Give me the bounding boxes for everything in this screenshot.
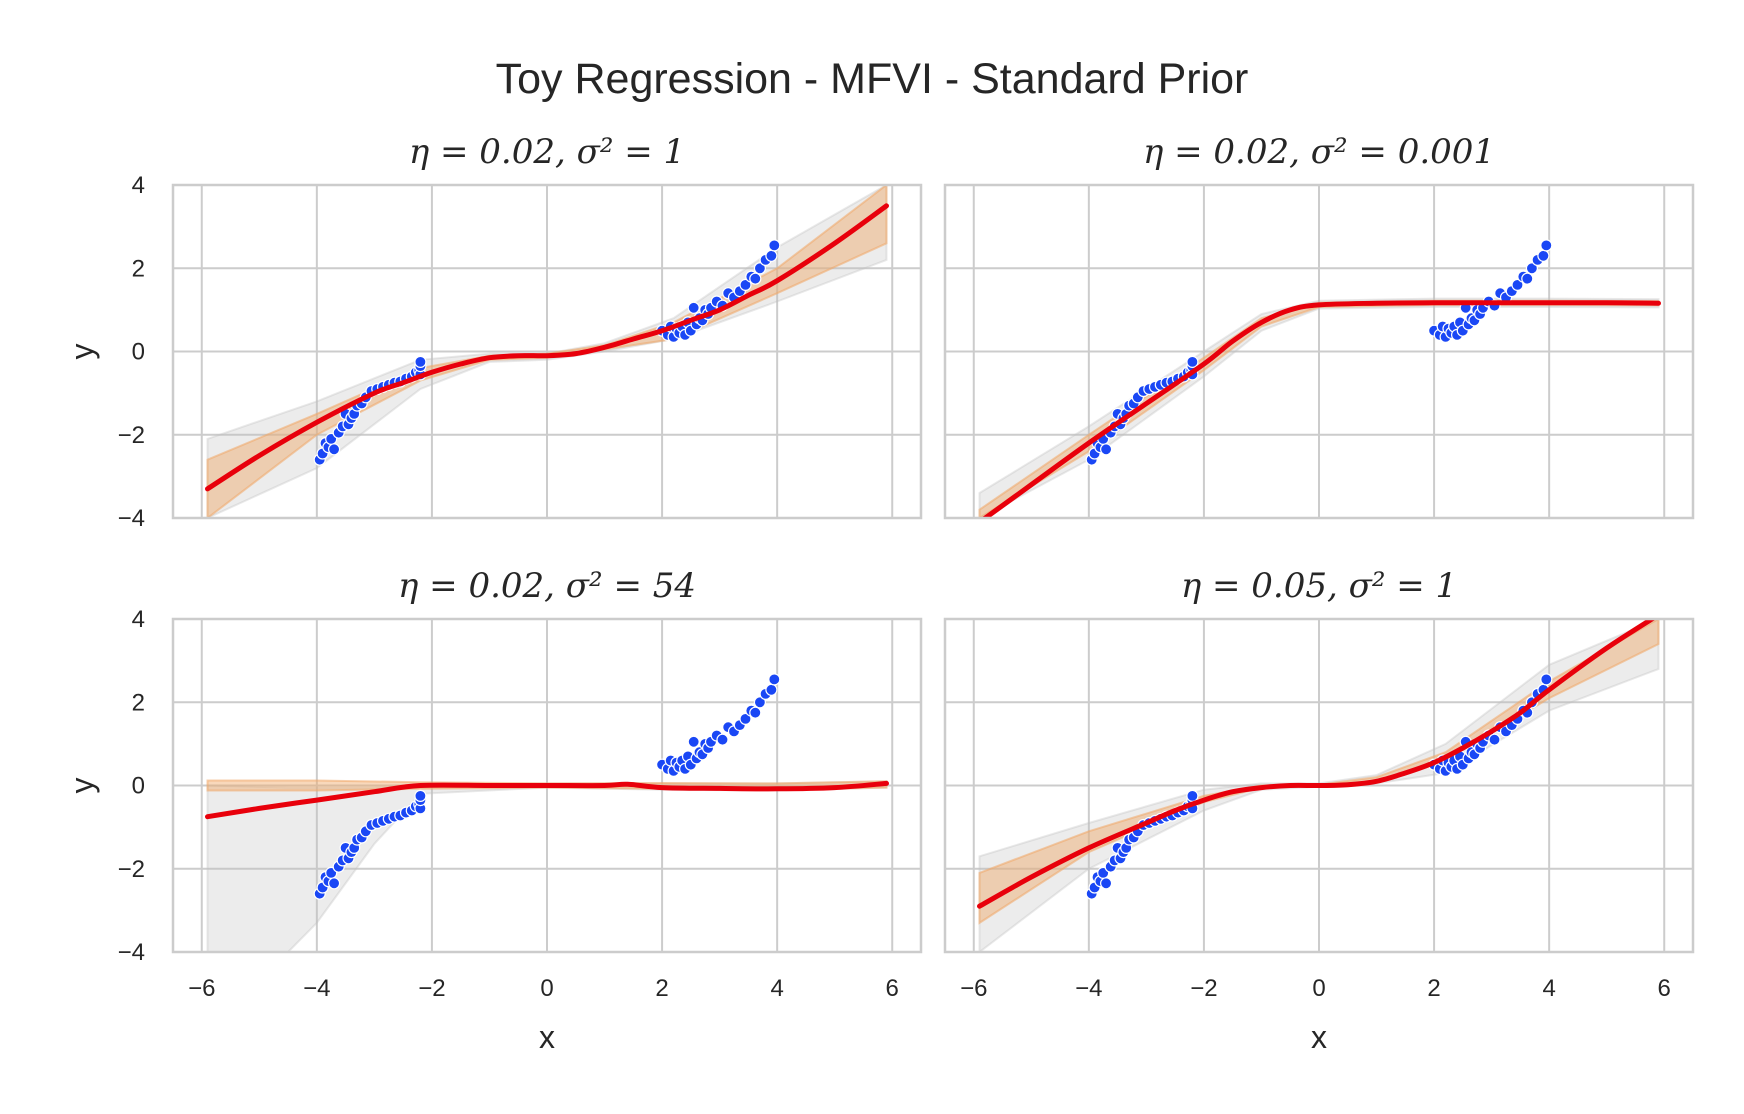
figure-title: Toy Regression - MFVI - Standard Prior xyxy=(496,55,1249,103)
x-tick-label: −4 xyxy=(1075,975,1102,1002)
data-point xyxy=(768,673,781,686)
data-point xyxy=(1099,443,1113,456)
x-tick-label: −2 xyxy=(418,975,445,1002)
data-point xyxy=(739,712,752,726)
plot-area xyxy=(205,673,889,952)
training-points xyxy=(1085,239,1553,466)
subplot-2: η = 0.02, σ² = 0.001 xyxy=(943,132,1695,520)
subplot-title: η = 0.02, σ² = 0.001 xyxy=(1143,132,1495,172)
data-point xyxy=(414,789,427,803)
data-point xyxy=(1521,272,1534,285)
data-point xyxy=(414,355,427,368)
data-point xyxy=(1186,789,1199,803)
subplot-title: η = 0.02, σ² = 54 xyxy=(398,566,696,606)
y-tick-label: 0 xyxy=(132,773,145,800)
training-points xyxy=(313,673,781,900)
subplot-3: η = 0.02, σ² = 54 −4 −2 0 2 4 −6 −4 −2 0 2 4 6 y x xyxy=(64,566,923,1055)
y-tick-label: −2 xyxy=(118,856,145,883)
data-point xyxy=(328,877,341,890)
subplot-4: η = 0.05, σ² = 1 −6 −4 −2 0 2 4 6 x xyxy=(943,566,1695,1055)
x-tick-label: −2 xyxy=(1190,975,1217,1002)
x-tick-label: −4 xyxy=(303,975,330,1002)
data-point xyxy=(765,249,778,262)
y-tick-label: −4 xyxy=(118,505,145,532)
data-point xyxy=(1537,249,1550,262)
y-tick-label: −4 xyxy=(118,939,145,966)
y-axis-label: y xyxy=(64,344,100,360)
data-point xyxy=(739,278,752,291)
data-point xyxy=(687,301,700,314)
plot-area xyxy=(977,619,1660,952)
predictive-mean-line xyxy=(981,300,1661,518)
axes-frame xyxy=(943,183,1695,520)
x-tick-label: −6 xyxy=(960,975,987,1002)
y-tick-label: 4 xyxy=(132,172,145,199)
data-point xyxy=(765,683,778,696)
x-tick-label: 2 xyxy=(1427,975,1440,1002)
y-tick-label: −2 xyxy=(118,422,145,449)
axes-frame xyxy=(943,617,1695,954)
subplot-title: η = 0.05, σ² = 1 xyxy=(1181,566,1457,606)
x-tick-label: −6 xyxy=(188,975,215,1002)
x-tick-label: 0 xyxy=(1312,975,1325,1002)
predictive-mean-line xyxy=(205,780,889,820)
data-point xyxy=(1525,262,1539,275)
plot-area xyxy=(205,185,889,518)
x-tick-label: 6 xyxy=(886,975,899,1002)
data-point xyxy=(1511,278,1524,291)
data-point xyxy=(1488,733,1501,746)
x-tick-label: 6 xyxy=(1658,975,1671,1002)
y-tick-label: 2 xyxy=(132,255,145,282)
data-point xyxy=(749,706,762,719)
data-point xyxy=(768,239,781,252)
x-tick-label: 0 xyxy=(540,975,553,1002)
x-tick-label: 4 xyxy=(1542,975,1555,1002)
data-point xyxy=(753,696,767,709)
data-point xyxy=(753,262,767,275)
data-point xyxy=(1540,673,1553,686)
data-point xyxy=(1540,239,1553,252)
predictive-mean-line xyxy=(977,619,1657,909)
axes-frame xyxy=(171,617,923,954)
y-tick-label: 0 xyxy=(132,339,145,366)
y-axis-label: y xyxy=(64,778,100,794)
y-tick-label: 2 xyxy=(132,689,145,716)
predictive-mean-line xyxy=(205,203,889,492)
data-point xyxy=(716,733,729,746)
x-axis-label: x xyxy=(539,1019,555,1055)
axes-frame xyxy=(171,183,923,520)
x-tick-label: 2 xyxy=(655,975,668,1002)
x-axis-label: x xyxy=(1311,1019,1327,1055)
data-point xyxy=(749,272,762,285)
plot-area xyxy=(978,239,1661,518)
subplot-title: η = 0.02, σ² = 1 xyxy=(409,132,685,172)
data-point xyxy=(1099,877,1113,890)
data-point xyxy=(1186,355,1199,368)
x-tick-label: 4 xyxy=(770,975,783,1002)
y-tick-label: 4 xyxy=(132,606,145,633)
subplot-1: η = 0.02, σ² = 1 −4 −2 0 2 4 y xyxy=(64,132,923,532)
uncertainty-band-outer xyxy=(206,185,888,518)
data-point xyxy=(687,735,700,748)
data-point xyxy=(328,443,341,456)
uncertainty-band-outer xyxy=(978,297,1660,518)
